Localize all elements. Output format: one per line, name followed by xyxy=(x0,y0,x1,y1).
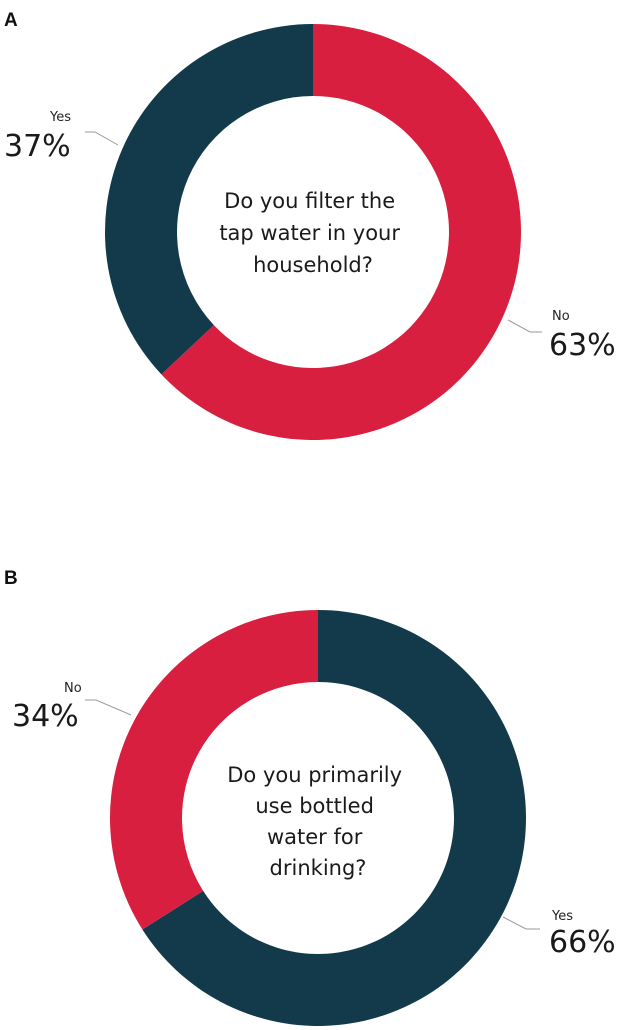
donut-a-question: Do you filter the tap water in your hous… xyxy=(219,189,406,277)
slice-a-yes-label: Yes xyxy=(49,110,71,125)
slice-a-no-percent: 63% xyxy=(549,328,616,363)
leader-line-a-yes xyxy=(85,131,119,146)
leader-line-b-yes xyxy=(502,916,540,930)
leader-line-b-no xyxy=(85,699,132,716)
panel-a-label: A xyxy=(4,10,18,31)
donut-a-question-line-1: Do you filter the xyxy=(224,189,395,213)
slice-a-no-label: No xyxy=(552,309,570,324)
slice-b-no-percent: 34% xyxy=(12,699,79,734)
slice-b-yes-label: Yes xyxy=(551,909,573,924)
donut-chart-a xyxy=(105,23,522,440)
leader-line-a-no xyxy=(507,319,542,333)
donut-a-slice-yes xyxy=(105,23,313,375)
donut-b-slice-yes xyxy=(142,610,526,1027)
panel-b: B Do you primarily use bottled water for… xyxy=(4,568,616,1027)
slice-a-yes-percent: 37% xyxy=(4,129,71,164)
donut-b-question-line-2: use bottled xyxy=(255,794,374,818)
panel-b-label: B xyxy=(4,568,18,589)
donut-b-slice-no xyxy=(110,610,318,930)
donut-b-question-line-4: drinking? xyxy=(270,856,367,880)
donut-a-slice-no xyxy=(161,24,522,440)
donut-a-question-line-2: tap water in your xyxy=(219,221,400,245)
donut-a-question-line-3: household? xyxy=(253,253,373,277)
slice-b-yes-percent: 66% xyxy=(549,925,616,960)
slice-b-no-label: No xyxy=(64,681,82,696)
donut-b-question-line-3: water for xyxy=(267,825,363,849)
donut-chart-b xyxy=(110,610,526,1027)
donut-b-question: Do you primarily use bottled water for d… xyxy=(227,763,409,880)
donut-b-question-line-1: Do you primarily xyxy=(227,763,402,787)
panel-a: A Do you filter the tap water in your ho… xyxy=(4,10,616,440)
